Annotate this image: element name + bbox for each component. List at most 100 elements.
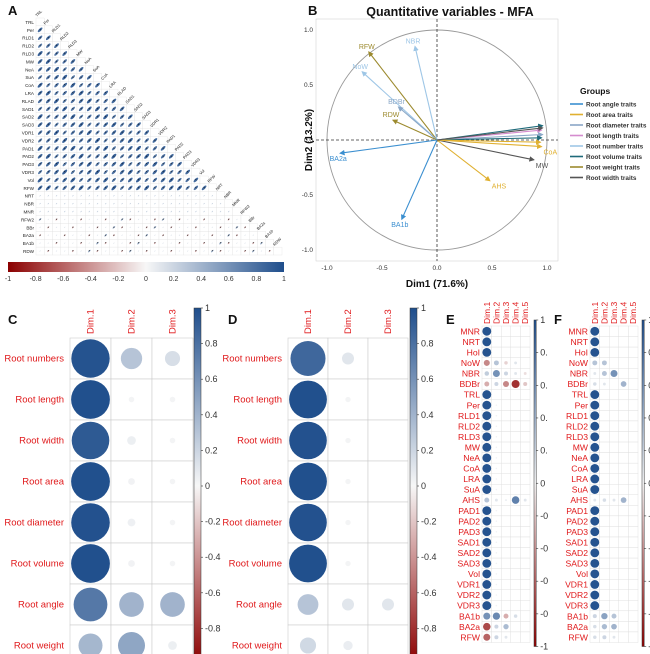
corr-mark — [187, 218, 189, 221]
trait-diag-label: VDR3 — [190, 156, 202, 168]
sig-star: * — [154, 138, 156, 143]
corr-mark — [137, 210, 140, 213]
sig-star: * — [64, 154, 66, 159]
sig-star: * — [146, 130, 148, 135]
corr-cell — [510, 589, 521, 601]
sig-star: * — [48, 59, 50, 64]
colorbar-tick-label: -0.2 — [205, 517, 221, 527]
corr-circle — [71, 421, 110, 460]
corr-mark — [103, 122, 109, 128]
sig-star: * — [179, 217, 181, 222]
trait-row-label: TRL — [25, 20, 34, 25]
sig-star: * — [244, 225, 246, 230]
column-label: Dim.3 — [383, 309, 394, 334]
corr-mark — [79, 146, 84, 151]
sig-star: * — [97, 241, 99, 246]
corr-mark — [47, 218, 49, 221]
corr-mark — [45, 122, 51, 128]
corr-circle — [504, 499, 508, 502]
corr-mark — [170, 250, 173, 253]
corr-mark — [195, 234, 197, 236]
corr-circle — [482, 453, 492, 463]
corr-mark — [145, 233, 148, 237]
corr-mark — [96, 250, 99, 253]
corr-cell — [520, 568, 531, 580]
corr-mark — [203, 250, 205, 252]
colorbar-tick-label: -0.8 — [205, 623, 221, 633]
corr-mark — [128, 185, 133, 191]
corr-mark — [185, 169, 191, 175]
corr-cell — [618, 557, 629, 569]
sig-star: * — [80, 170, 82, 175]
corr-cell — [609, 473, 620, 485]
corr-cell — [520, 473, 531, 485]
corr-mark — [186, 210, 189, 213]
corr-mark — [47, 195, 50, 197]
corr-mark — [112, 234, 115, 237]
corr-mark — [70, 106, 75, 111]
sig-star: * — [121, 146, 123, 151]
vector-label: BA1b — [391, 222, 408, 229]
corr-mark — [178, 218, 181, 221]
corr-cell — [628, 579, 639, 590]
corr-circle — [590, 569, 600, 579]
corr-circle — [71, 544, 110, 583]
row-label: SuA — [464, 485, 481, 495]
sig-star: * — [89, 91, 91, 96]
corr-mark — [47, 234, 49, 236]
corr-circle — [482, 506, 492, 516]
corr-cell — [367, 378, 409, 421]
sig-star: * — [146, 154, 148, 159]
sig-star: * — [89, 130, 91, 135]
corr-mark — [137, 195, 140, 197]
y-axis-label: Dim2 (13.2%) — [304, 109, 315, 171]
sig-star: * — [228, 217, 230, 222]
row-label: NeA — [571, 453, 588, 463]
corr-mark — [70, 169, 75, 175]
corr-mark — [95, 177, 100, 183]
column-label: Dim.1 — [590, 302, 600, 324]
corr-circle — [160, 592, 185, 617]
corr-cell — [609, 389, 620, 401]
sig-star: * — [80, 122, 82, 127]
corr-cell — [618, 367, 629, 379]
corr-circle — [299, 637, 317, 654]
corr-cell — [520, 346, 531, 358]
corr-cell — [609, 378, 620, 390]
row-label: HoI — [467, 348, 480, 358]
corr-circle — [590, 474, 600, 484]
corr-mark — [37, 161, 43, 167]
corr-mark — [54, 106, 59, 112]
corr-cell — [501, 336, 512, 348]
sig-star: * — [121, 249, 123, 254]
colorbar-tick-label: 0.8 — [252, 276, 262, 283]
row-label: Root diameter — [222, 518, 282, 529]
corr-mark — [70, 122, 76, 128]
corr-mark — [103, 161, 108, 167]
corr-cell — [520, 325, 531, 337]
corr-mark — [86, 138, 92, 143]
corr-circle — [482, 326, 492, 336]
corr-mark — [137, 250, 140, 252]
corr-mark — [137, 218, 140, 221]
corr-circle — [493, 360, 499, 366]
sig-star: * — [121, 154, 123, 159]
corr-mark — [219, 218, 222, 221]
corr-cell — [501, 536, 512, 548]
corr-circle — [127, 436, 136, 445]
sig-star: * — [171, 177, 173, 182]
corr-mark — [227, 218, 230, 221]
sig-star: * — [228, 233, 230, 238]
row-label: RLD2 — [458, 421, 480, 431]
sig-star: * — [179, 177, 181, 182]
corr-mark — [39, 210, 41, 213]
corr-mark — [203, 226, 205, 229]
corr-cell — [599, 473, 610, 485]
sig-star: * — [154, 217, 156, 222]
corr-mark — [47, 242, 49, 244]
sig-star: * — [64, 130, 66, 135]
corr-mark — [78, 90, 84, 96]
corr-mark — [39, 202, 41, 205]
corr-mark — [211, 202, 214, 205]
row-label: CoA — [463, 464, 480, 474]
